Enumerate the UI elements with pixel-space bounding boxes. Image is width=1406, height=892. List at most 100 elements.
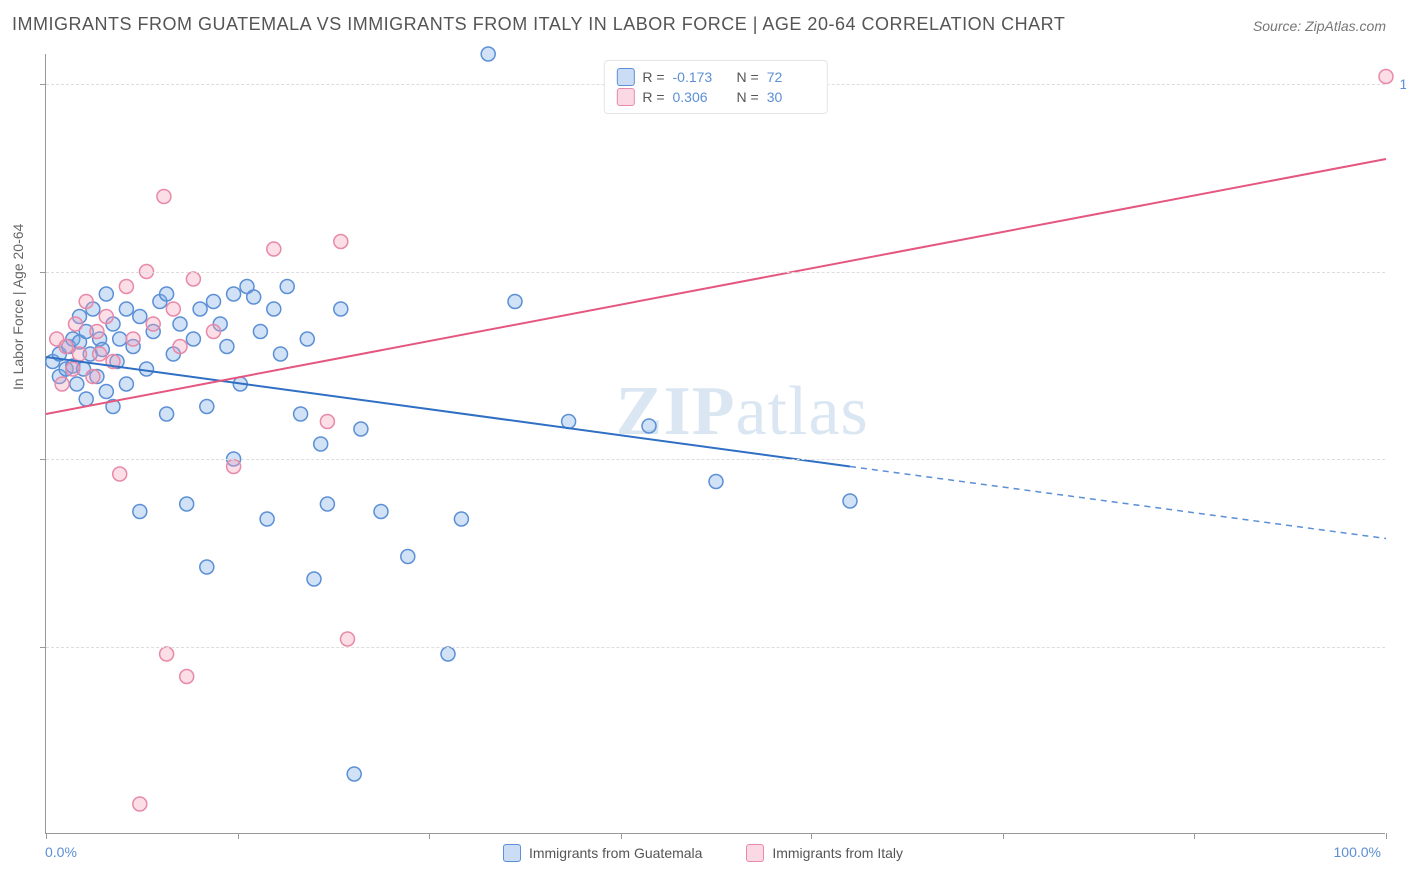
data-point	[160, 407, 174, 421]
data-point	[193, 302, 207, 316]
data-point	[133, 505, 147, 519]
data-point	[66, 362, 80, 376]
n-label: N =	[737, 89, 759, 105]
y-axis-label: In Labor Force | Age 20-64	[10, 224, 26, 390]
n-label: N =	[737, 69, 759, 85]
y-tick	[40, 272, 46, 273]
data-point	[119, 280, 133, 294]
data-point	[68, 317, 82, 331]
data-point	[347, 767, 361, 781]
x-tick	[46, 833, 47, 839]
data-point	[93, 347, 107, 361]
n-value-guatemala: 72	[767, 69, 815, 85]
data-point	[441, 647, 455, 661]
x-tick	[1386, 833, 1387, 839]
data-point	[186, 272, 200, 286]
data-point	[173, 340, 187, 354]
data-point	[180, 497, 194, 511]
data-point	[160, 287, 174, 301]
data-point	[562, 415, 576, 429]
data-point	[59, 340, 73, 354]
data-point	[73, 347, 87, 361]
regression-line-extrapolated	[850, 467, 1386, 539]
data-point	[113, 467, 127, 481]
data-point	[113, 332, 127, 346]
data-point	[334, 235, 348, 249]
data-point	[307, 572, 321, 586]
data-point	[186, 332, 200, 346]
data-point	[341, 632, 355, 646]
data-point	[99, 310, 113, 324]
gridline	[46, 459, 1385, 460]
data-point	[267, 242, 281, 256]
data-point	[173, 317, 187, 331]
legend-row-guatemala: R = -0.173 N = 72	[616, 67, 814, 87]
data-point	[247, 290, 261, 304]
data-point	[354, 422, 368, 436]
chart-svg	[46, 54, 1385, 833]
data-point	[119, 302, 133, 316]
data-point	[220, 340, 234, 354]
data-point	[79, 295, 93, 309]
data-point	[86, 370, 100, 384]
data-point	[314, 437, 328, 451]
data-point	[294, 407, 308, 421]
legend-label-italy: Immigrants from Italy	[772, 845, 903, 861]
data-point	[207, 295, 221, 309]
r-value-guatemala: -0.173	[673, 69, 721, 85]
source-attribution: Source: ZipAtlas.com	[1253, 18, 1386, 34]
data-point	[79, 392, 93, 406]
x-tick	[1003, 833, 1004, 839]
data-point	[374, 505, 388, 519]
data-point	[280, 280, 294, 294]
swatch-blue-icon	[503, 844, 521, 862]
data-point	[99, 385, 113, 399]
data-point	[70, 377, 84, 391]
data-point	[334, 302, 348, 316]
data-point	[709, 475, 723, 489]
data-point	[207, 325, 221, 339]
series-legend: Immigrants from Guatemala Immigrants fro…	[0, 844, 1406, 865]
data-point	[146, 317, 160, 331]
data-point	[140, 362, 154, 376]
data-point	[274, 347, 288, 361]
y-tick	[40, 647, 46, 648]
data-point	[300, 332, 314, 346]
data-point	[200, 400, 214, 414]
correlation-legend: R = -0.173 N = 72 R = 0.306 N = 30	[603, 60, 827, 114]
chart-title: IMMIGRANTS FROM GUATEMALA VS IMMIGRANTS …	[12, 14, 1065, 35]
x-tick	[811, 833, 812, 839]
data-point	[843, 494, 857, 508]
gridline	[46, 272, 1385, 273]
data-point	[160, 647, 174, 661]
legend-row-italy: R = 0.306 N = 30	[616, 87, 814, 107]
data-point	[227, 287, 241, 301]
data-point	[642, 419, 656, 433]
data-point	[180, 670, 194, 684]
legend-label-guatemala: Immigrants from Guatemala	[529, 845, 703, 861]
legend-item-guatemala: Immigrants from Guatemala	[503, 844, 703, 862]
y-tick	[40, 459, 46, 460]
data-point	[55, 377, 69, 391]
data-point	[133, 310, 147, 324]
chart-plot-area: ZIPatlas R = -0.173 N = 72 R = 0.306 N =…	[45, 54, 1385, 834]
data-point	[454, 512, 468, 526]
n-value-italy: 30	[767, 89, 815, 105]
legend-item-italy: Immigrants from Italy	[746, 844, 903, 862]
x-tick	[621, 833, 622, 839]
x-tick	[238, 833, 239, 839]
data-point	[267, 302, 281, 316]
y-tick	[40, 84, 46, 85]
r-label: R =	[642, 69, 664, 85]
swatch-pink-icon	[746, 844, 764, 862]
data-point	[1379, 70, 1393, 84]
data-point	[99, 287, 113, 301]
data-point	[90, 325, 104, 339]
data-point	[157, 190, 171, 204]
data-point	[166, 302, 180, 316]
swatch-pink-icon	[616, 88, 634, 106]
x-tick	[1194, 833, 1195, 839]
x-tick	[429, 833, 430, 839]
r-label: R =	[642, 89, 664, 105]
data-point	[227, 460, 241, 474]
